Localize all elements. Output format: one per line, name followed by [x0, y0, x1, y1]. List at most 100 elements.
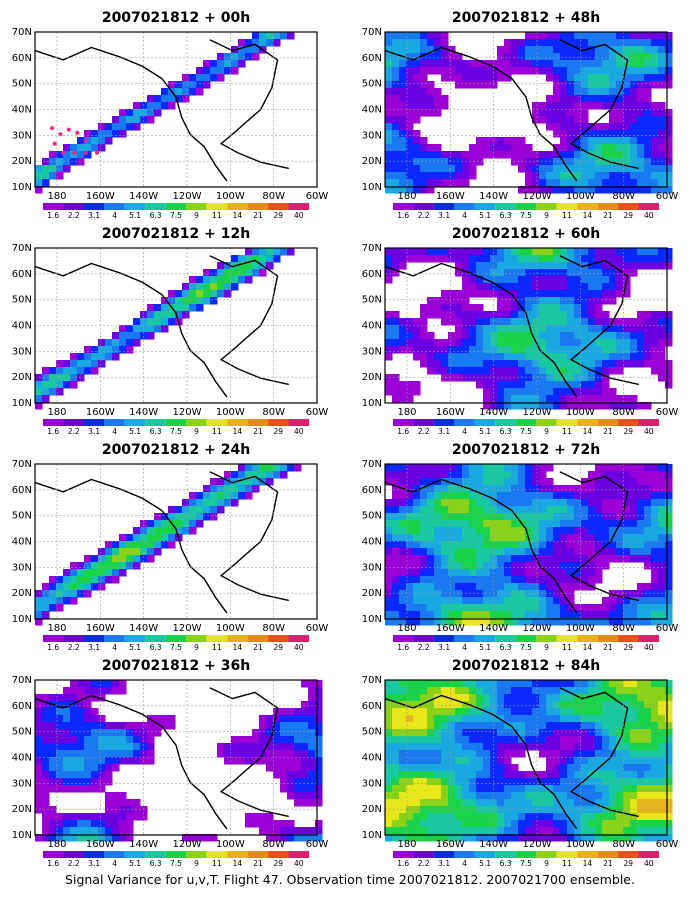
variance-cell [77, 715, 85, 723]
variance-cell [623, 597, 631, 605]
variance-cell [616, 611, 624, 619]
variance-cell [280, 778, 288, 786]
variance-cell [525, 680, 533, 688]
variance-cell [581, 297, 589, 305]
variance-cell [427, 165, 435, 173]
variance-cell [525, 590, 533, 598]
variance-cell [511, 715, 519, 723]
variance-cell [602, 123, 610, 131]
variance-cell [294, 715, 302, 723]
variance-cell [637, 95, 645, 103]
variance-cell [420, 102, 428, 110]
variance-cell [623, 269, 631, 277]
variance-cell [574, 757, 582, 765]
colorbar-swatch [227, 851, 248, 858]
variance-cell [511, 478, 519, 486]
variance-cell [525, 820, 533, 828]
variance-cell [63, 729, 71, 737]
variance-cell [637, 311, 645, 319]
variance-cell [455, 492, 463, 500]
variance-cell [84, 151, 92, 159]
variance-cell [595, 820, 603, 828]
variance-cell [119, 750, 127, 758]
variance-cell [588, 283, 596, 291]
variance-cell [413, 701, 421, 709]
variance-cell [448, 806, 456, 814]
variance-cell [546, 799, 554, 807]
colorbar-label: 14 [233, 211, 243, 220]
variance-cell [658, 311, 666, 319]
variance-cell [168, 715, 176, 723]
variance-cell [301, 736, 309, 744]
variance-cell [385, 471, 393, 479]
variance-cell [392, 715, 400, 723]
variance-cell [518, 402, 526, 410]
variance-cell [511, 248, 519, 256]
variance-cell [511, 290, 519, 298]
variance-cell [154, 95, 162, 103]
variance-cell [217, 499, 225, 507]
variance-cell [504, 276, 512, 284]
variance-cell [644, 799, 652, 807]
variance-cell [287, 771, 295, 779]
variance-cell [63, 590, 71, 598]
variance-cell [469, 276, 477, 284]
variance-cell [511, 367, 519, 375]
variance-cell [287, 743, 295, 751]
variance-cell [455, 325, 463, 333]
variance-cell [651, 694, 659, 702]
variance-cell [623, 513, 631, 521]
variance-cell [658, 374, 666, 382]
variance-cell [623, 402, 631, 410]
variance-cell [651, 32, 659, 40]
variance-cell [511, 485, 519, 493]
variance-cell [63, 722, 71, 730]
variance-cell [609, 611, 617, 619]
variance-cell [504, 792, 512, 800]
colorbar-swatch [206, 851, 228, 858]
variance-cell [518, 597, 526, 605]
variance-cell [581, 729, 589, 737]
variance-cell [406, 32, 414, 40]
variance-cell [511, 39, 519, 47]
variance-cell [609, 597, 617, 605]
variance-cell [651, 248, 659, 256]
variance-cell [399, 381, 407, 389]
variance-cell [574, 729, 582, 737]
variance-cell [497, 597, 505, 605]
variance-cell [413, 771, 421, 779]
variance-cell [406, 123, 414, 131]
variance-cell [420, 360, 428, 368]
variance-cell [35, 694, 43, 702]
variance-cell [287, 834, 295, 842]
variance-cell [644, 311, 652, 319]
variance-cell [462, 283, 470, 291]
variance-cell [231, 269, 239, 277]
variance-cell [616, 618, 624, 626]
variance-cell [483, 534, 491, 542]
variance-cell [658, 722, 666, 730]
variance-cell [406, 485, 414, 493]
variance-cell [609, 492, 617, 500]
variance-cell [595, 130, 603, 138]
variance-cell [588, 172, 596, 180]
variance-cell [546, 318, 554, 326]
variance-cell [301, 771, 309, 779]
variance-cell [392, 388, 400, 396]
variance-cell [602, 165, 610, 173]
variance-cell [546, 395, 554, 403]
variance-cell [658, 562, 666, 570]
variance-cell [406, 151, 414, 159]
variance-cell [574, 555, 582, 563]
variance-cell [525, 583, 533, 591]
variance-cell [469, 729, 477, 737]
variance-cell [455, 534, 463, 542]
variance-cell [553, 548, 561, 556]
variance-cell [567, 137, 575, 145]
variance-cell [98, 569, 106, 577]
variance-cell [406, 346, 414, 354]
variance-cell [406, 46, 414, 54]
variance-cell [602, 464, 610, 472]
variance-cell [105, 569, 113, 577]
variance-cell [203, 269, 211, 277]
